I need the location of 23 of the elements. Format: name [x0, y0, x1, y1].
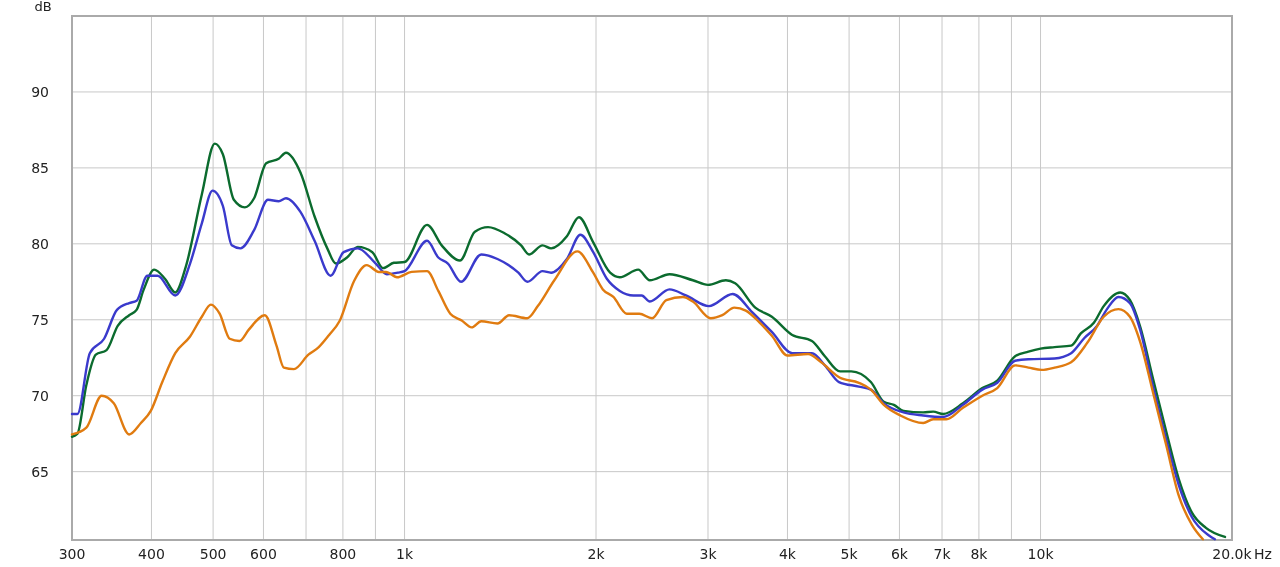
- x-tick-label: 7k: [933, 546, 952, 562]
- y-tick-label: 70: [31, 387, 49, 404]
- x-axis-title: Hz: [1254, 546, 1272, 562]
- x-tick-label: 800: [329, 546, 357, 562]
- y-tick-label: 85: [31, 159, 49, 176]
- y-tick-label: 65: [31, 463, 49, 480]
- x-tick-label: 5k: [840, 546, 859, 562]
- x-tick-label: 2k: [587, 546, 606, 562]
- y-tick-label: 75: [31, 311, 49, 328]
- x-tick-label: 1k: [396, 546, 414, 562]
- y-tick-label: 80: [31, 235, 49, 252]
- x-tick-label: 20.0k: [1212, 546, 1253, 562]
- x-tick-label: 400: [138, 546, 165, 562]
- x-tick-label: 8k: [970, 546, 989, 562]
- x-tick-label: 3k: [699, 546, 718, 562]
- x-tick-label: 6k: [890, 546, 909, 562]
- y-axis-title: dB: [34, 0, 52, 14]
- x-tick-label: 500: [199, 546, 227, 562]
- x-tick-label: 10k: [1027, 546, 1055, 562]
- y-tick-label: 90: [31, 83, 49, 100]
- x-tick-label: 600: [250, 546, 277, 562]
- x-tick-label: 300: [58, 546, 86, 562]
- x-tick-label: 4k: [778, 546, 797, 562]
